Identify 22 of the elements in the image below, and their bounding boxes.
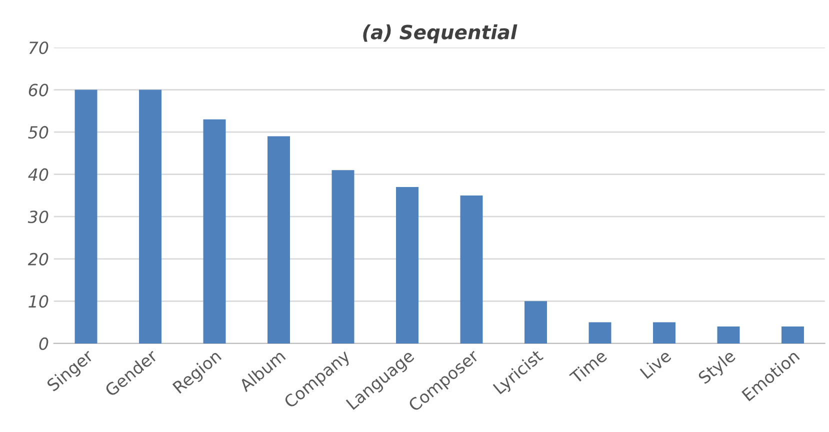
- chart-title: (a) Sequential: [363, 24, 518, 44]
- bar: [332, 170, 354, 344]
- bar: [203, 119, 226, 344]
- y-tick-label: 50: [28, 126, 48, 139]
- y-tick-label: 30: [28, 210, 48, 224]
- y-tick-label: 60: [28, 84, 48, 96]
- bar: [74, 90, 98, 344]
- y-tick-label: 70: [29, 41, 48, 54]
- bar: [139, 90, 162, 344]
- bar: [652, 322, 676, 344]
- y-tick-label: 40: [28, 168, 48, 181]
- y-tick-label: 0: [39, 337, 48, 350]
- bar: [396, 187, 418, 344]
- bar: [524, 301, 547, 344]
- bar: [717, 326, 740, 344]
- bar: [460, 195, 483, 344]
- y-tick-label: 20: [28, 252, 48, 266]
- x-tick-label: Live: [639, 348, 672, 380]
- bar: [268, 136, 290, 344]
- bar: [781, 326, 804, 344]
- bar: [588, 322, 612, 344]
- y-tick-label: 10: [28, 295, 48, 308]
